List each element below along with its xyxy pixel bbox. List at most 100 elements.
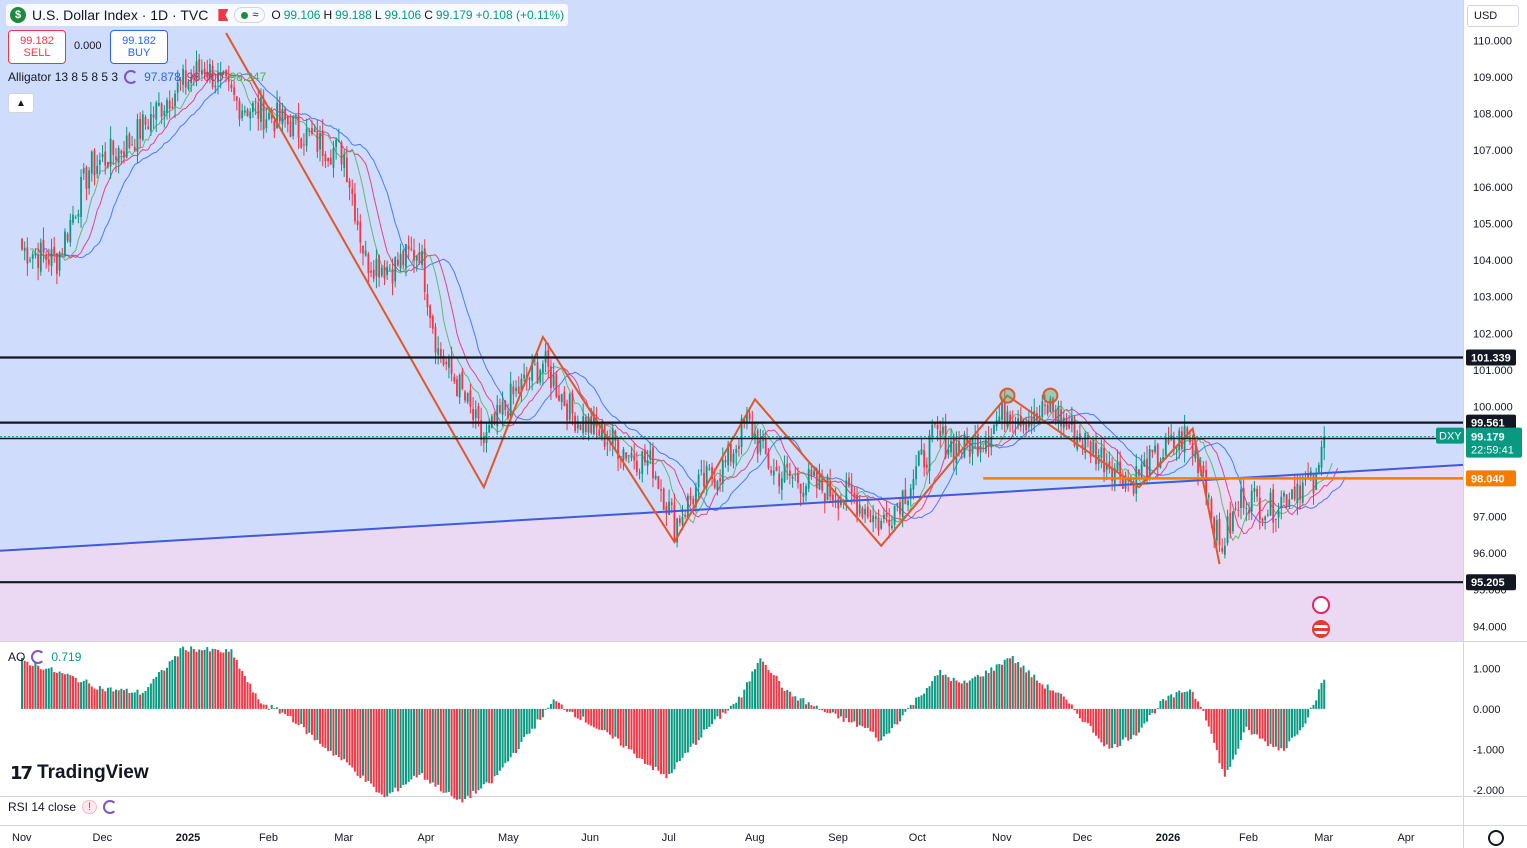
ao-bar (45, 668, 48, 709)
warning-icon[interactable]: ! (82, 800, 98, 814)
ao-bar (813, 706, 816, 709)
ao-bar (633, 708, 636, 754)
candle (31, 250, 34, 269)
ao-legend[interactable]: AO 0.719 (8, 650, 81, 664)
candle-body (203, 68, 206, 74)
candle (899, 498, 901, 521)
candle-body (740, 418, 743, 447)
candle-body (39, 242, 42, 272)
candle (166, 97, 168, 120)
ao-bar (1140, 708, 1143, 728)
collapse-legend-button[interactable]: ▲ (8, 93, 34, 113)
us-flag-event-icon[interactable] (1312, 620, 1330, 638)
refresh-icon[interactable] (124, 70, 139, 84)
candle (821, 469, 824, 494)
candle-body (770, 470, 773, 473)
candle (1164, 432, 1167, 460)
ao-label: AO (8, 650, 26, 664)
ao-bar (1027, 670, 1030, 709)
ao-bar (896, 708, 899, 725)
candle-body (837, 499, 840, 509)
candle-body (958, 441, 960, 454)
candle-body (354, 193, 356, 222)
market-status-pill[interactable]: ≈ (234, 7, 266, 23)
symbol-title-bar[interactable]: $ U.S. Dollar Index · 1D · TVC ≈ O 99.106… (6, 4, 569, 26)
sell-price: 99.182 (20, 35, 54, 47)
candle (327, 157, 329, 167)
candle-body (152, 114, 155, 118)
ao-bar (1035, 680, 1038, 709)
ao-bar (251, 692, 254, 709)
candle-body (746, 411, 748, 423)
ao-bar (429, 708, 432, 784)
ao-bar (1143, 708, 1146, 724)
candle-body (1202, 465, 1205, 473)
currency-selector[interactable]: USD (1467, 5, 1519, 27)
candle (1052, 396, 1054, 419)
ao-bar (1277, 708, 1280, 751)
candle-body (439, 349, 442, 359)
candle (960, 451, 963, 460)
candle-body (464, 391, 466, 401)
candle (45, 250, 48, 269)
candle (399, 243, 402, 272)
candle-body (813, 471, 815, 477)
price-tick-label: 107.000 (1473, 145, 1513, 157)
candle (1272, 483, 1275, 534)
ao-bar (697, 708, 700, 741)
ao-bar (469, 708, 472, 799)
candle (799, 483, 802, 507)
candle-body (434, 326, 437, 353)
candle-body (1269, 492, 1272, 516)
ao-bar (1309, 707, 1312, 709)
tradingview-logo[interactable]: 𝟭𝟳 TradingView (10, 762, 149, 784)
candle-body (294, 115, 297, 117)
rsi-legend[interactable]: RSI 14 close ! (8, 800, 118, 814)
candle-body (874, 516, 877, 519)
candle (136, 113, 139, 164)
candle-body (174, 93, 176, 107)
candle (303, 133, 305, 156)
candle-body (163, 110, 166, 116)
candle-body (278, 103, 281, 122)
buy-button[interactable]: 99.182 BUY (110, 30, 168, 64)
candle-body (912, 479, 915, 490)
candle-body (960, 456, 963, 458)
ao-bar (1038, 682, 1041, 709)
candle (560, 393, 563, 410)
candle (1258, 485, 1261, 530)
refresh-icon[interactable] (103, 800, 118, 814)
candle-body (109, 138, 112, 167)
ao-bar (850, 708, 853, 723)
candle (1242, 478, 1245, 515)
candle-body (1221, 547, 1224, 552)
candle-body (125, 135, 128, 158)
candle (1296, 473, 1299, 516)
ao-bar (941, 675, 944, 709)
ao-bar (1100, 708, 1103, 743)
time-tick-label: Mar (334, 832, 353, 844)
candle (1291, 488, 1293, 500)
lightning-event-icon[interactable] (1312, 596, 1330, 614)
candle-body (644, 449, 646, 463)
candle-body (684, 515, 687, 517)
ao-bar (764, 664, 767, 709)
refresh-icon[interactable] (31, 650, 46, 664)
settings-icon[interactable] (1488, 830, 1504, 846)
ao-bar (1076, 708, 1079, 714)
flag-icon[interactable] (218, 9, 229, 21)
ao-bar (1213, 708, 1216, 743)
symbol-name[interactable]: U.S. Dollar Index · 1D · TVC (32, 7, 209, 23)
ao-bar (421, 708, 424, 774)
ao-bar (300, 708, 303, 724)
alligator-legend[interactable]: Alligator 13 8 5 8 5 3 97.878 98.000 98.… (8, 70, 266, 84)
sell-button[interactable]: 99.182 SELL (8, 30, 66, 64)
candle-body (947, 449, 950, 455)
candle-body (1285, 494, 1288, 507)
candle-body (160, 103, 163, 117)
candle-body (313, 128, 316, 133)
ao-bar (681, 708, 684, 758)
candle (158, 92, 160, 107)
candle-body (383, 267, 386, 279)
